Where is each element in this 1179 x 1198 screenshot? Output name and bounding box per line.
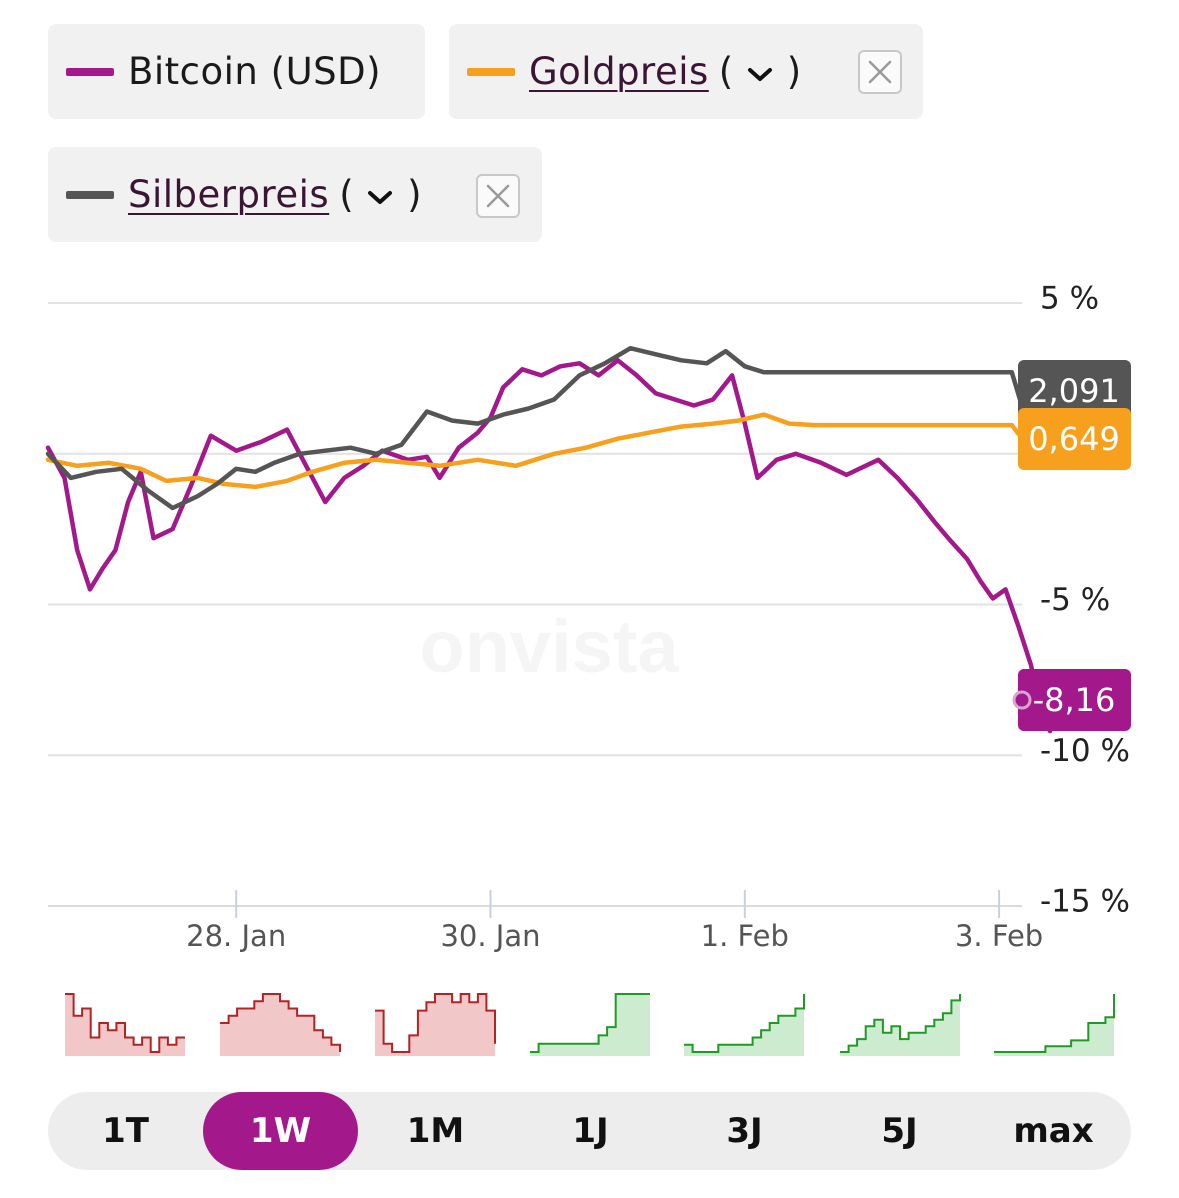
sparkline-line [220, 993, 341, 1052]
silberpreis-remove-button[interactable] [476, 174, 520, 218]
sparkline-area [375, 994, 495, 1056]
chevron-down-icon [745, 50, 775, 93]
performance-chart[interactable]: onvista 5 % -5 % -10 % -15 % 28. Jan 30. Jan 1… [0, 0, 1179, 980]
end-value-label: 0,649 [1018, 408, 1131, 470]
legend-chip-silberpreis: Silberpreis ( ) [48, 147, 542, 242]
close-icon [486, 184, 510, 208]
goldpreis-link[interactable]: Goldpreis [529, 50, 709, 93]
sparkline-area [840, 994, 960, 1056]
series-line-goldpreis [45, 412, 1065, 490]
range-button-1t[interactable]: 1T [102, 1111, 149, 1151]
legend-chip-goldpreis: Goldpreis ( ) [449, 24, 923, 119]
range-button-5j[interactable]: 5J [881, 1111, 918, 1151]
sparkline-line [375, 993, 496, 1053]
legend-chip-bitcoin: Bitcoin (USD) [48, 24, 425, 119]
chevron-down-icon [365, 173, 395, 216]
current-value-marker [1012, 690, 1032, 710]
bitcoin-swatch [66, 67, 114, 76]
x-tick-label: 28. Jan [186, 919, 286, 953]
end-value-text: -8,16 [1033, 681, 1116, 719]
watermark: onvista [419, 605, 679, 688]
range-button-max[interactable]: max [1013, 1111, 1094, 1151]
series-line-bitcoin-usd [45, 358, 1065, 734]
sparkline-line [840, 994, 961, 1053]
end-value-text: 2,091 [1028, 372, 1120, 410]
sparkline-line [530, 993, 650, 1053]
end-value-label: 2,091 [1018, 360, 1131, 422]
goldpreis-remove-button[interactable] [858, 50, 902, 94]
end-value-label: -8,16 [1012, 669, 1131, 731]
sparkline-3j[interactable] [684, 990, 806, 1060]
close-icon [868, 60, 892, 84]
sparkline-line [684, 994, 805, 1053]
goldpreis-dropdown[interactable]: ( ) [718, 50, 802, 93]
sparkline-area [684, 994, 804, 1056]
y-tick-label: 5 % [1040, 281, 1099, 317]
sparkline-1t[interactable] [65, 990, 187, 1060]
end-value-badge [1018, 669, 1131, 731]
silberpreis-dropdown[interactable]: ( ) [339, 173, 422, 216]
y-tick-label: -5 % [1040, 582, 1110, 618]
sparkline-line [65, 993, 185, 1053]
legend-label-bitcoin: Bitcoin (USD) [128, 50, 382, 93]
y-tick-label: -10 % [1040, 733, 1130, 769]
end-value-badge [1018, 360, 1131, 422]
x-tick-label: 1. Feb [701, 919, 789, 953]
end-value-text: 0,649 [1028, 420, 1120, 458]
end-value-badge [1018, 408, 1131, 470]
sparkline-line [994, 994, 1115, 1053]
series-line-silberpreis [45, 345, 1065, 511]
range-button-1w[interactable]: 1W [203, 1092, 358, 1170]
y-tick-label: -15 % [1040, 884, 1130, 920]
sparkline-max[interactable] [994, 990, 1116, 1060]
sparkline-1m[interactable] [375, 990, 497, 1060]
sparkline-1w[interactable] [220, 990, 342, 1060]
range-selector: 1T 1W 1M 1J 3J 5J max [48, 1092, 1131, 1170]
sparkline-area [220, 994, 340, 1056]
sparkline-5j[interactable] [840, 990, 962, 1060]
sparkline-area [530, 994, 650, 1056]
x-tick-label: 30. Jan [440, 919, 540, 953]
range-button-1m[interactable]: 1M [406, 1111, 465, 1151]
range-button-1j[interactable]: 1J [572, 1111, 609, 1151]
sparkline-1j[interactable] [530, 990, 652, 1060]
silberpreis-swatch [66, 190, 114, 199]
x-tick-label: 3. Feb [955, 919, 1043, 953]
goldpreis-swatch [467, 67, 515, 76]
silberpreis-link[interactable]: Silberpreis [128, 173, 330, 216]
range-button-3j[interactable]: 3J [726, 1111, 763, 1151]
